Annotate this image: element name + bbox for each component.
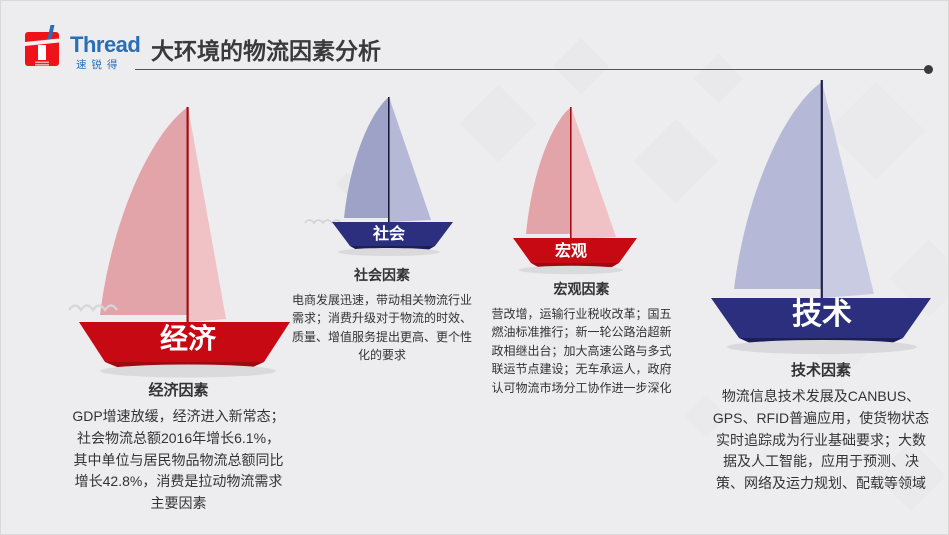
svg-text:宏观: 宏观 xyxy=(555,241,587,260)
svg-text:社会: 社会 xyxy=(372,224,405,243)
svg-text:经济: 经济 xyxy=(160,322,217,354)
svg-text:技术: 技术 xyxy=(792,298,852,331)
